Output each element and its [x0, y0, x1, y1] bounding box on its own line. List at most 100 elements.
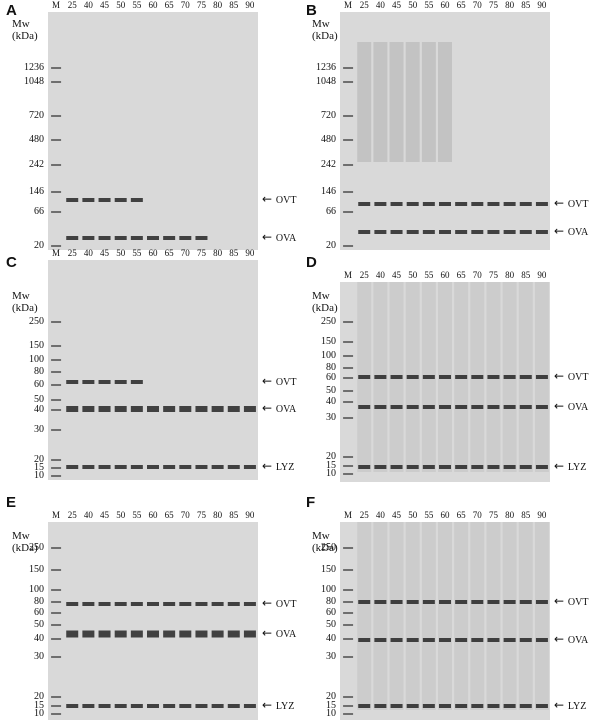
marker-band	[343, 624, 354, 626]
marker-label: 1048	[24, 76, 44, 87]
protein-band	[519, 704, 532, 708]
lane-label: 50	[116, 0, 126, 10]
protein-band	[358, 230, 371, 234]
marker-label: 30	[326, 651, 336, 662]
marker-label: 50	[326, 385, 336, 396]
mw-header-line: (kDa)	[312, 542, 338, 554]
gel-image	[340, 282, 550, 482]
protein-band	[422, 638, 435, 642]
lane-label: 70	[472, 510, 482, 520]
marker-band	[343, 656, 354, 658]
mw-axis-label: Mw (kDa)	[312, 530, 338, 554]
protein-band	[130, 630, 143, 638]
protein-band	[535, 638, 548, 642]
marker-label: 100	[321, 584, 336, 595]
band-annotation: ← OVA	[554, 632, 588, 646]
band-annotation: ← OVA	[554, 400, 588, 413]
protein-band	[98, 704, 111, 708]
marker-label: 80	[326, 596, 336, 607]
marker-label: 1048	[316, 76, 336, 87]
protein-band	[195, 236, 208, 240]
lane-label: 70	[180, 248, 190, 258]
protein-band	[487, 465, 500, 469]
marker-band	[51, 589, 62, 591]
panel-label: C	[6, 254, 17, 271]
marker-band	[343, 367, 354, 369]
marker-band	[51, 211, 62, 213]
protein-band	[422, 230, 435, 234]
protein-band	[66, 602, 79, 606]
lane-label: 55	[132, 510, 142, 520]
mw-header-line: Mw	[312, 530, 330, 542]
lane-label: 70	[472, 0, 482, 10]
lane-label: 40	[83, 510, 93, 520]
protein-band	[519, 600, 532, 604]
protein-band	[211, 406, 224, 412]
marker-label: 242	[29, 159, 44, 170]
lane-smear	[405, 522, 420, 710]
protein-band	[422, 704, 435, 708]
protein-band	[130, 602, 143, 606]
lane-label: 45	[392, 270, 402, 280]
band-name: OVT	[567, 372, 589, 383]
marker-band	[343, 341, 354, 343]
protein-band	[114, 630, 127, 638]
protein-band	[374, 704, 387, 708]
lane-smear	[518, 522, 533, 710]
protein-band	[535, 465, 548, 469]
mw-header-line: (kDa)	[12, 542, 38, 554]
band-annotation: ← OVA	[262, 402, 296, 415]
marker-label: 250	[321, 316, 336, 327]
protein-band	[179, 602, 192, 606]
protein-band	[406, 230, 419, 234]
protein-band	[455, 405, 468, 409]
lane-label: 25	[359, 0, 369, 10]
protein-band	[66, 630, 79, 638]
protein-band	[114, 704, 127, 708]
protein-band	[243, 602, 256, 606]
lane-smear	[373, 42, 388, 162]
protein-band	[487, 375, 500, 379]
lane-label: 85	[229, 248, 239, 258]
mw-header-line: (kDa)	[312, 30, 338, 42]
arrow-left-icon: ←	[554, 632, 568, 646]
lane-label: 40	[375, 270, 385, 280]
mw-header-line: (kDa)	[312, 302, 338, 314]
marker-label: 40	[34, 633, 44, 644]
gel-image	[48, 12, 258, 250]
lane-label: 80	[505, 510, 515, 520]
protein-band	[211, 630, 224, 638]
marker-band	[343, 713, 354, 715]
lane-smear	[357, 522, 372, 710]
lane-label: M	[52, 510, 61, 520]
protein-band	[82, 465, 95, 469]
arrow-left-icon: ←	[262, 192, 276, 206]
protein-band	[179, 704, 192, 708]
protein-band	[358, 638, 371, 642]
band-annotation: ← LYZ	[262, 460, 294, 473]
protein-band	[179, 630, 192, 638]
protein-band	[390, 638, 403, 642]
protein-band	[406, 600, 419, 604]
marker-band	[343, 191, 354, 193]
marker-label: 100	[29, 584, 44, 595]
protein-band	[358, 405, 371, 409]
lane-smear	[357, 42, 372, 162]
protein-band	[535, 230, 548, 234]
band-name: LYZ	[275, 701, 295, 712]
marker-label: 146	[321, 186, 336, 197]
marker-label: 10	[326, 708, 336, 719]
protein-band	[243, 465, 256, 469]
protein-band	[66, 236, 79, 240]
protein-band	[374, 600, 387, 604]
protein-band	[130, 236, 143, 240]
lane-label: 65	[164, 0, 174, 10]
protein-band	[98, 406, 111, 412]
protein-band	[358, 704, 371, 708]
marker-label: 720	[321, 110, 336, 121]
mw-header-line: Mw	[312, 18, 330, 30]
marker-label: 150	[29, 340, 44, 351]
gel-panel-f: F Mw (kDa) M 25 40 45 50 55 60 65 70 75 80 85 90 250 150 1…	[300, 492, 600, 722]
mw-axis-label: Mw (kDa)	[312, 290, 338, 314]
protein-band	[455, 230, 468, 234]
